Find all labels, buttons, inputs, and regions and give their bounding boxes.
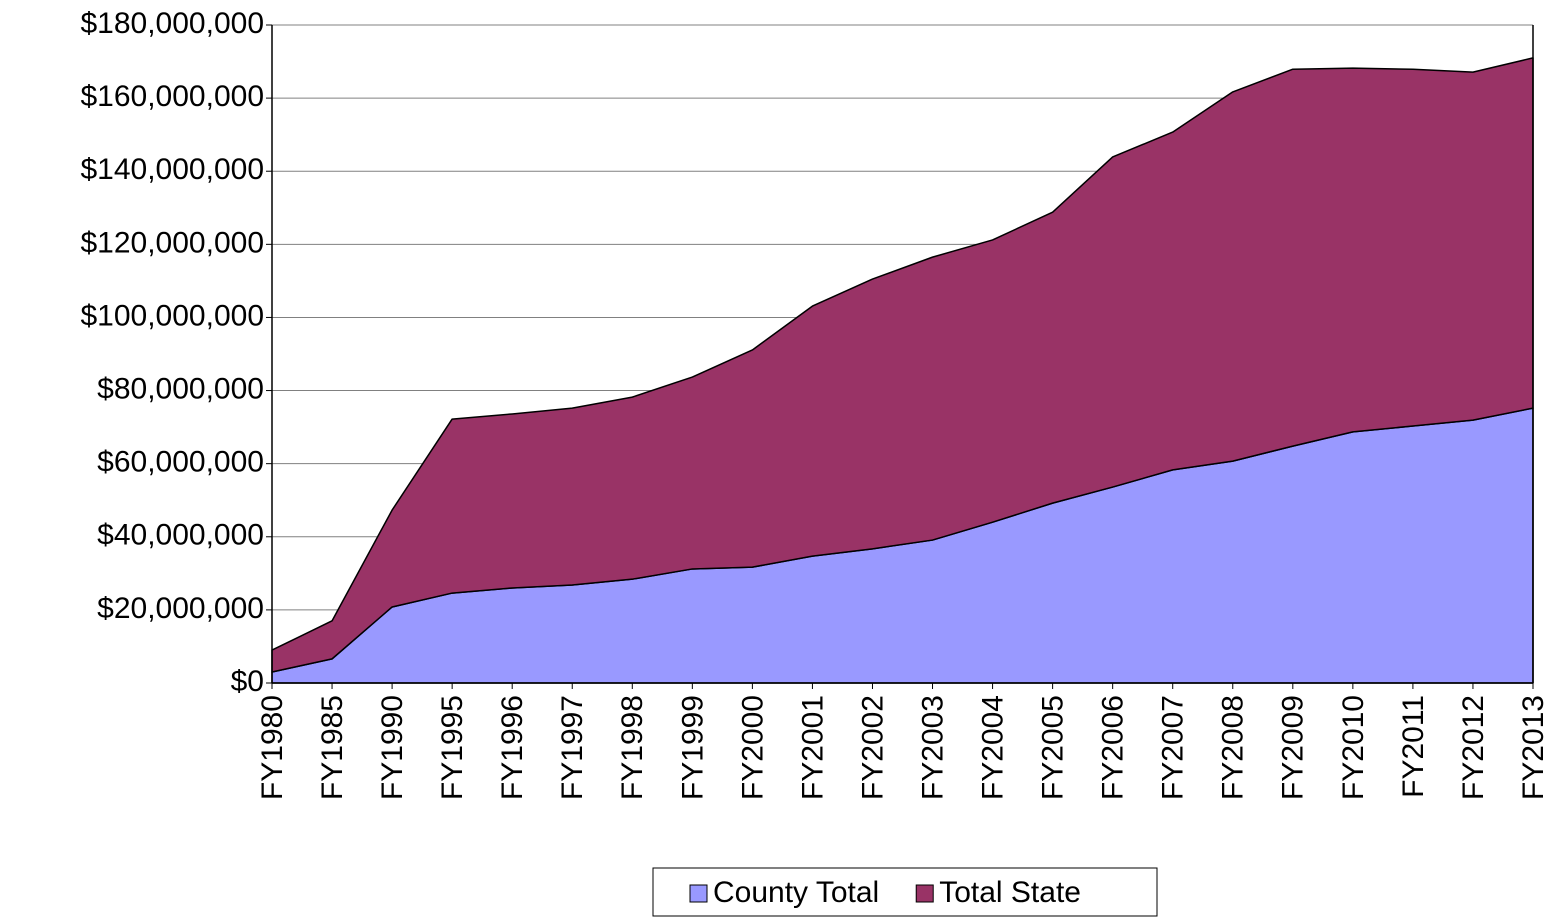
- x-tick-label: FY1985: [316, 695, 349, 800]
- legend: [652, 867, 1158, 917]
- legend-label: Total State: [939, 876, 1081, 909]
- x-tick-label: FY1997: [556, 695, 589, 800]
- x-tick-label: FY2001: [796, 695, 829, 800]
- x-tick-label: FY2005: [1037, 695, 1070, 800]
- y-tick-label: $180,000,000: [80, 7, 264, 40]
- x-tick-label: FY2006: [1097, 695, 1130, 800]
- y-tick-label: $40,000,000: [97, 519, 264, 552]
- x-tick-label: FY2012: [1457, 695, 1490, 800]
- x-tick-label: FY2000: [736, 695, 769, 800]
- x-tick-label: FY2002: [856, 695, 889, 800]
- x-tick-label: FY2013: [1517, 695, 1550, 800]
- x-tick-label: FY2004: [976, 695, 1009, 800]
- x-tick-label: FY1996: [496, 695, 529, 800]
- y-tick-label: $0: [231, 665, 264, 698]
- y-tick-label: $140,000,000: [80, 153, 264, 186]
- legend-label: County Total: [713, 876, 879, 909]
- x-tick-label: FY1999: [676, 695, 709, 800]
- x-tick-label: FY2009: [1277, 695, 1310, 800]
- legend-swatch: [689, 884, 708, 903]
- legend-swatch: [915, 884, 934, 903]
- x-tick-label: FY1995: [436, 695, 469, 800]
- x-tick-label: FY1980: [256, 695, 289, 800]
- y-tick-label: $60,000,000: [97, 446, 264, 479]
- y-tick-label: $20,000,000: [97, 592, 264, 625]
- y-tick-label: $100,000,000: [80, 299, 264, 332]
- y-tick-label: $160,000,000: [80, 80, 264, 113]
- x-tick-label: FY2007: [1157, 695, 1190, 800]
- x-tick-label: FY1990: [376, 695, 409, 800]
- x-tick-label: FY1998: [616, 695, 649, 800]
- x-tick-label: FY2010: [1337, 695, 1370, 800]
- y-tick-label: $120,000,000: [80, 226, 264, 259]
- x-tick-label: FY2008: [1217, 695, 1250, 800]
- x-tick-label: FY2011: [1397, 695, 1430, 798]
- x-tick-label: FY2003: [916, 695, 949, 800]
- y-tick-label: $80,000,000: [97, 372, 264, 405]
